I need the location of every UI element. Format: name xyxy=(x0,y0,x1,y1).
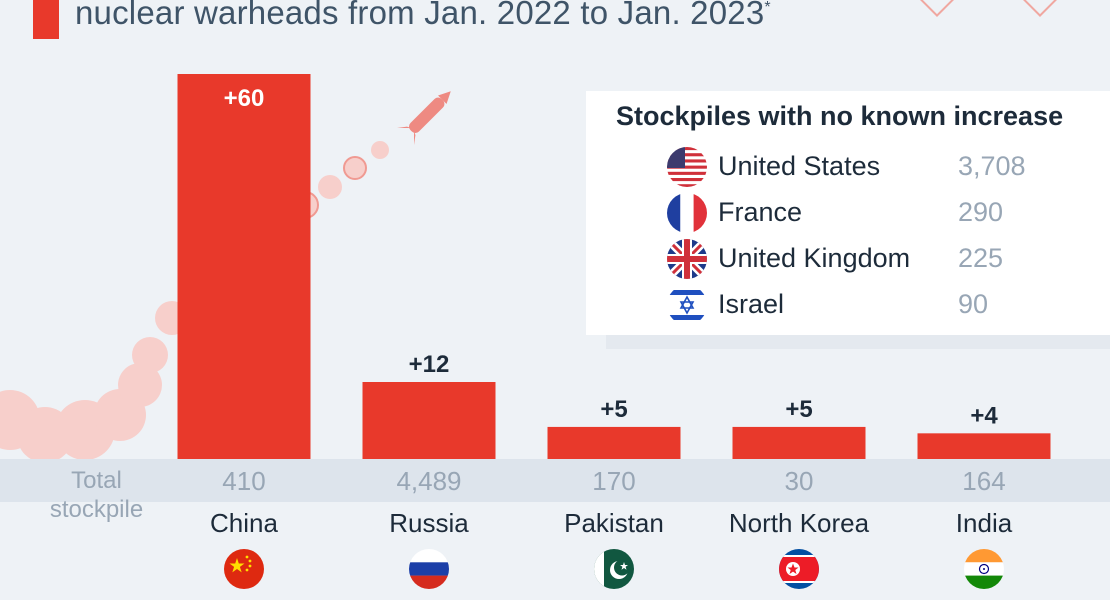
bar-value-label: +12 xyxy=(409,351,450,378)
chart-title-text: nuclear warheads from Jan. 2022 to Jan. … xyxy=(75,0,765,31)
pakistan-flag-icon xyxy=(594,549,634,589)
israel-flag-icon xyxy=(667,285,707,325)
x-tick-label: India xyxy=(955,508,1013,538)
bar-value-label: +60 xyxy=(224,85,265,112)
china-flag-icon xyxy=(224,549,264,589)
total-stockpile-band xyxy=(0,459,1110,502)
legend-title: Stockpiles with no known increase xyxy=(616,101,1064,131)
bar-russia xyxy=(362,382,496,459)
legend-stockpile-value: 3,708 xyxy=(958,151,1026,181)
legend-stockpile-value: 90 xyxy=(958,289,989,319)
total-stockpile-value: 170 xyxy=(592,466,636,496)
legend-stockpile-value: 290 xyxy=(958,197,1004,227)
legend-country-name: United Kingdom xyxy=(718,243,911,273)
x-tick-label: Pakistan xyxy=(564,508,664,538)
france-flag-icon xyxy=(667,193,707,233)
bar-value-label: +5 xyxy=(785,396,812,423)
legend-country-name: France xyxy=(718,197,803,227)
legend-item-israel: Israel 90 xyxy=(667,285,1087,325)
legend-country-name: Israel xyxy=(718,289,785,319)
x-tick-label: China xyxy=(210,508,278,538)
x-tick-label: Russia xyxy=(389,508,469,538)
legend-item-united-kingdom: United Kingdom 225 xyxy=(667,239,1087,279)
bar-pakistan xyxy=(547,426,681,459)
chart-title: nuclear warheads from Jan. 2022 to Jan. … xyxy=(75,0,771,32)
bar-value-label: +5 xyxy=(600,396,627,423)
x-tick-label: North Korea xyxy=(728,508,870,538)
bar-china xyxy=(177,74,311,459)
bar-value-label: +4 xyxy=(970,402,998,429)
total-stockpile-value: 410 xyxy=(222,466,266,496)
total-stockpile-value: 164 xyxy=(962,466,1006,496)
bar-india xyxy=(917,433,1051,459)
total-stockpile-value: 4,489 xyxy=(396,466,462,496)
title-footnote-mark: * xyxy=(764,0,771,16)
legend-stockpile-value: 225 xyxy=(958,243,1004,273)
bar-chart: +60 +12 +5 +5 +4 xyxy=(0,74,1051,460)
rocket-icon xyxy=(397,91,451,145)
total-stockpile-value: 30 xyxy=(784,466,814,496)
title-accent-bar xyxy=(33,0,59,39)
total-stockpile-label: Total stockpile xyxy=(49,467,144,523)
north-korea-flag-icon xyxy=(779,549,819,589)
legend-item-united-states: United States 3,708 xyxy=(667,147,1087,187)
legend-country-name: United States xyxy=(718,151,881,181)
legend-item-france: France 290 xyxy=(667,193,1087,233)
bar-north-korea xyxy=(732,426,866,459)
india-flag-icon xyxy=(964,549,1004,589)
no-increase-legend: Stockpiles with no known increase United… xyxy=(586,91,1110,335)
russia-flag-icon xyxy=(409,549,449,589)
usa-flag-icon xyxy=(667,147,707,187)
uk-flag-icon xyxy=(667,239,707,279)
